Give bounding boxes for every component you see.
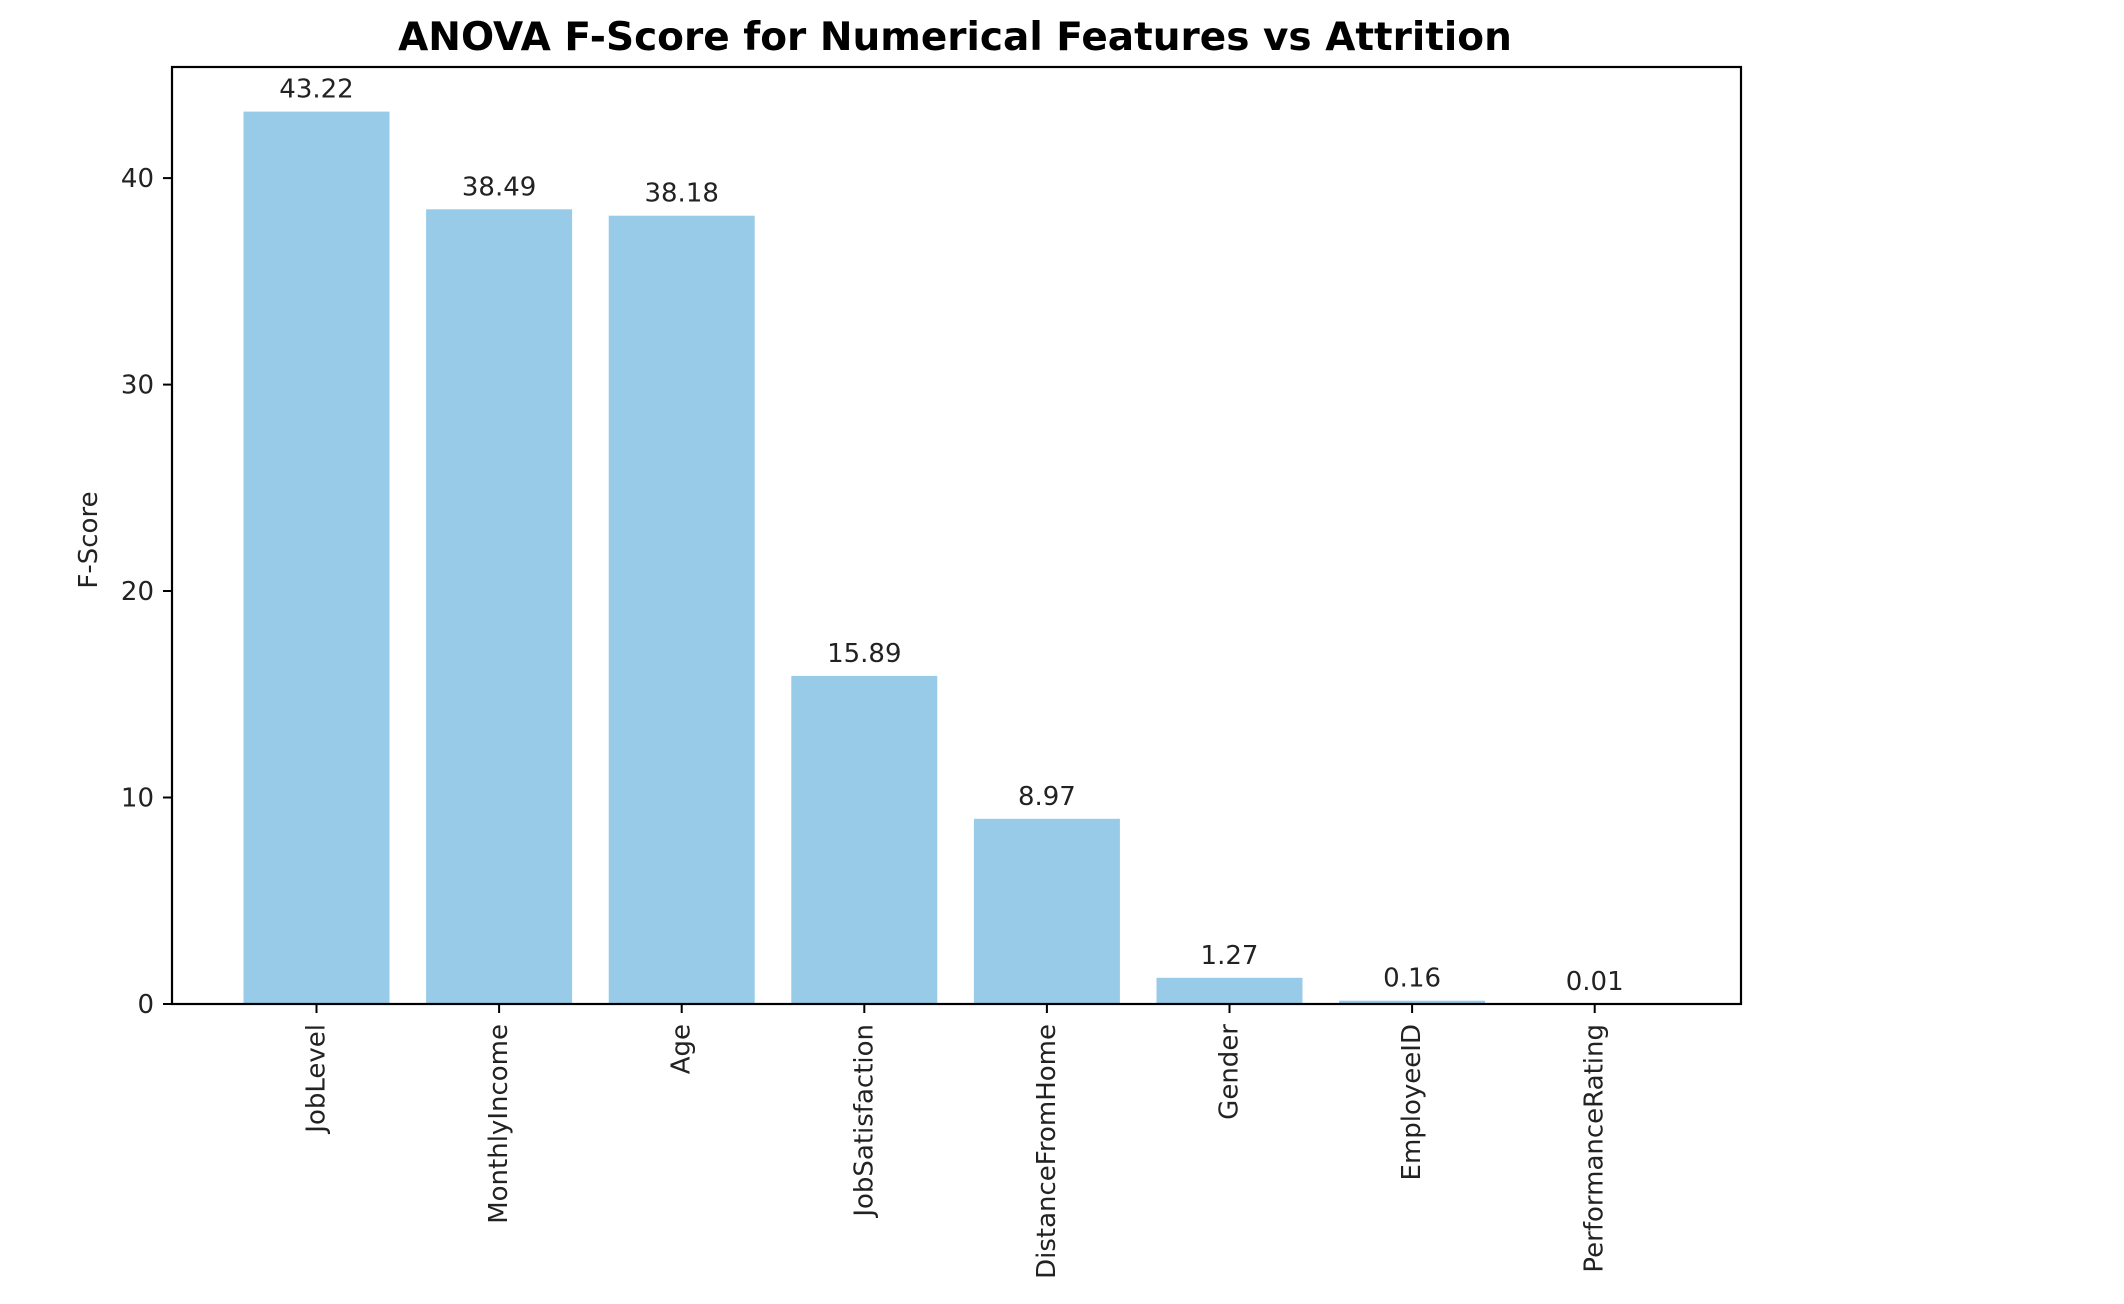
x-tick-label-age: Age [667,1024,697,1074]
bar-age [608,215,755,1004]
value-labels-group: 43.22 38.49 38.18 15.89 8.97 1.27 0.16 0.01 [279,75,1623,997]
x-axis: JobLevel MonthlyIncome Age JobSatisfaction D… [302,1004,1610,1279]
x-tick-label-job-level: JobLevel [302,1024,332,1135]
bars-group [243,111,1668,1005]
bar-gender [1156,977,1303,1004]
value-label-job-satisfaction: 15.89 [827,639,901,669]
x-tick-label-performance-rating: PerformanceRating [1580,1024,1610,1273]
y-tick-label: 30 [121,371,154,401]
bar-employee-id [1339,1000,1486,1004]
value-label-gender: 1.27 [1201,941,1259,971]
x-tick-label-gender: Gender [1215,1024,1245,1120]
value-label-monthly-income: 38.49 [462,172,536,202]
y-axis-label: F-Score [74,491,104,588]
value-label-performance-rating: 0.01 [1566,967,1624,997]
x-tick-label-distance-from-home: DistanceFromHome [1032,1024,1062,1279]
x-tick-label-job-satisfaction: JobSatisfaction [849,1024,879,1219]
y-tick-label: 40 [121,164,154,194]
bar-job-satisfaction [791,675,938,1004]
y-tick-label: 0 [137,990,154,1020]
x-tick-label-employee-id: EmployeeID [1397,1024,1427,1180]
chart-title: ANOVA F-Score for Numerical Features vs … [398,15,1512,60]
x-tick-label-monthly-income: MonthlyIncome [484,1024,514,1224]
y-axis: 0 10 20 30 40 [121,164,172,1020]
plot-frame [170,65,1743,1006]
value-label-job-level: 43.22 [279,75,353,105]
value-label-distance-from-home: 8.97 [1018,782,1076,812]
value-label-age: 38.18 [644,179,718,209]
y-tick-label: 20 [121,577,154,607]
bar-job-level [243,111,390,1005]
bar-distance-from-home [973,818,1120,1004]
value-label-employee-id: 0.16 [1383,964,1441,994]
bar-monthly-income [426,209,573,1005]
y-tick-label: 10 [121,784,154,814]
